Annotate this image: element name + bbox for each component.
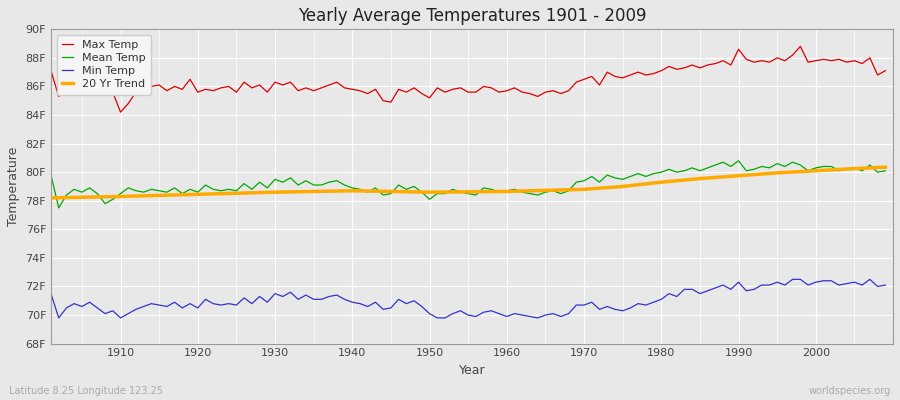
Mean Temp [509,187,520,192]
Mean Temp [602,173,613,178]
Max Temp [107,90,118,94]
Max Temp [115,110,126,114]
20 Yr Trend [656,180,667,184]
Mean Temp [501,188,512,193]
20 Yr Trend [193,192,203,197]
20 Yr Trend [46,196,57,200]
Text: worldspecies.org: worldspecies.org [809,386,891,396]
20 Yr Trend [849,166,859,171]
Y-axis label: Temperature: Temperature [7,147,20,226]
20 Yr Trend [424,190,435,194]
Min Temp [46,291,57,296]
20 Yr Trend [880,165,891,170]
20 Yr Trend [346,188,357,193]
Min Temp [331,293,342,298]
Min Temp [53,316,64,320]
20 Yr Trend [734,173,744,178]
Min Temp [602,304,613,309]
Min Temp [788,277,798,282]
Min Temp [880,283,891,288]
Max Temp [501,88,512,93]
Line: Max Temp: Max Temp [51,46,886,112]
Line: 20 Yr Trend: 20 Yr Trend [51,167,886,198]
Min Temp [285,290,296,294]
X-axis label: Year: Year [459,364,485,377]
Line: Mean Temp: Mean Temp [51,161,886,208]
20 Yr Trend [695,176,706,181]
Mean Temp [46,173,57,178]
Mean Temp [53,206,64,210]
20 Yr Trend [617,184,628,189]
Line: Min Temp: Min Temp [51,279,886,318]
Max Temp [46,68,57,73]
Min Temp [115,316,126,320]
Mean Temp [115,191,126,196]
Mean Temp [285,176,296,180]
20 Yr Trend [772,170,783,175]
Max Temp [795,44,806,49]
Max Temp [509,86,520,90]
Title: Yearly Average Temperatures 1901 - 2009: Yearly Average Temperatures 1901 - 2009 [298,7,646,25]
Max Temp [331,80,342,84]
20 Yr Trend [115,194,126,199]
20 Yr Trend [501,189,512,194]
20 Yr Trend [810,168,821,173]
Max Temp [602,70,613,74]
Legend: Max Temp, Mean Temp, Min Temp, 20 Yr Trend: Max Temp, Mean Temp, Min Temp, 20 Yr Tre… [57,35,151,95]
Max Temp [880,68,891,73]
Mean Temp [880,168,891,173]
20 Yr Trend [579,187,590,192]
Max Temp [285,80,296,84]
Mean Temp [734,158,744,163]
Min Temp [501,314,512,319]
Min Temp [509,311,520,316]
Mean Temp [331,178,342,183]
20 Yr Trend [270,190,281,194]
Text: Latitude 8.25 Longitude 123.25: Latitude 8.25 Longitude 123.25 [9,386,163,396]
